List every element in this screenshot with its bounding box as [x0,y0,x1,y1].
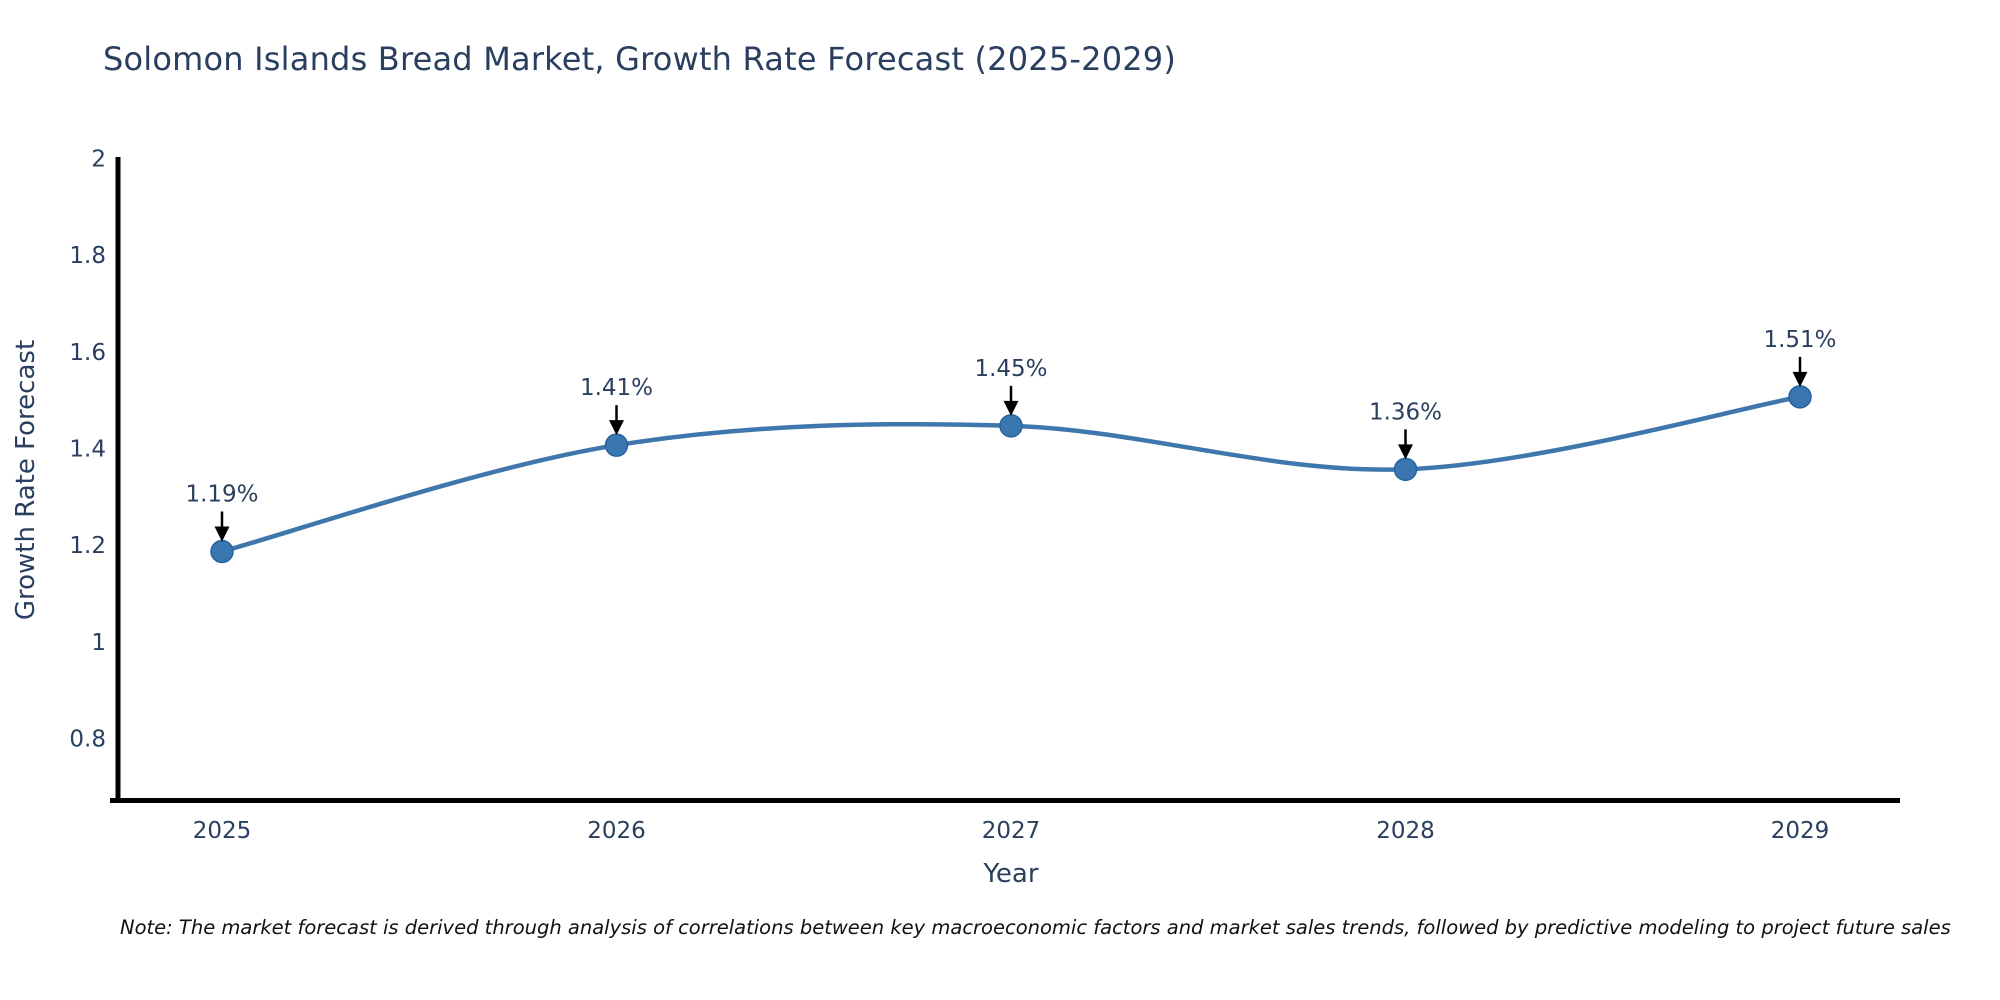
footnote: Note: The market forecast is derived thr… [120,916,1951,939]
point-annotations: 1.19% 1.41% 1.45% 1.36% 1.51% [185,327,1837,542]
y-axis-title: Growth Rate Forecast [11,340,41,620]
data-point-marker [999,414,1023,438]
axes [110,157,1900,803]
annotation-arrowhead-icon [1792,371,1808,387]
x-tick-label: 2026 [587,818,646,844]
annotation-arrowhead-icon [1398,444,1413,460]
x-tick-label: 2029 [1771,818,1830,844]
annotation-label: 1.41% [580,375,653,401]
data-point-marker [210,539,234,564]
data-series [210,385,1812,564]
y-tick-label: 0.8 [69,726,106,752]
y-tick-label: 1.6 [69,340,106,366]
axis-titles: Year Growth Rate Forecast [11,340,1039,889]
y-tick-label: 1 [91,630,106,656]
y-tick-label: 1.2 [69,533,106,559]
annotation-label: 1.51% [1763,327,1836,353]
annotation-arrowhead-icon [214,526,230,542]
y-tick-label: 1.8 [69,243,106,269]
x-axis-tick-labels: 2025 2026 2027 2028 2029 [193,818,1830,844]
data-point-marker [1393,457,1418,482]
x-tick-label: 2027 [982,818,1041,844]
annotation-arrowhead-icon [609,420,624,436]
y-tick-label: 2 [91,147,106,173]
annotation-arrowhead-icon [1003,400,1019,416]
x-tick-label: 2025 [193,818,252,844]
y-tick-label: 1.4 [69,436,106,462]
annotation-label: 1.19% [185,481,258,507]
annotation-label: 1.45% [974,356,1047,382]
chart-title: Solomon Islands Bread Market, Growth Rat… [103,40,1177,78]
annotation-label: 1.36% [1369,399,1442,425]
data-point-marker [1788,385,1812,409]
x-axis-title: Year [982,859,1038,889]
x-tick-label: 2028 [1376,818,1435,844]
y-axis-tick-labels: 2 1.8 1.6 1.4 1.2 1 0.8 [69,147,106,753]
data-point-marker [604,433,629,457]
